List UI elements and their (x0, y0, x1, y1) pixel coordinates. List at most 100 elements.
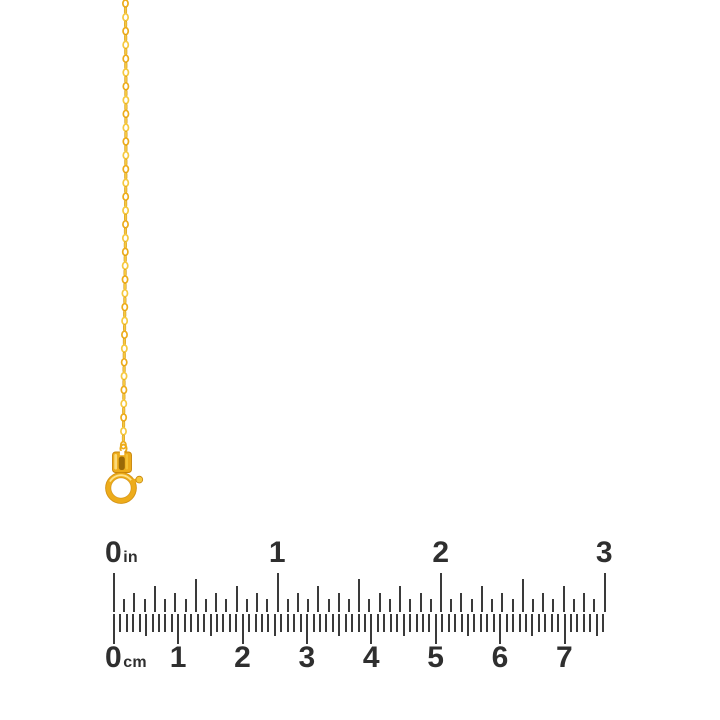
mm-tick (473, 614, 476, 632)
inch-minor-tick (317, 586, 320, 612)
mm-tick (428, 614, 431, 632)
cm-label-3: 3 (299, 643, 316, 673)
cm-label-5: 5 (427, 643, 444, 673)
clasp-trigger-knob (135, 475, 144, 484)
mm-tick (467, 614, 470, 636)
inch-minor-tick (491, 599, 494, 612)
mm-tick (570, 614, 573, 632)
cm-label-6: 6 (492, 643, 509, 673)
mm-tick (582, 614, 585, 632)
inch-minor-tick (348, 599, 351, 612)
inch-minor-tick (480, 586, 483, 612)
mm-tick (235, 614, 238, 632)
inch-number: 3 (595, 536, 614, 569)
inch-minor-tick (531, 599, 534, 612)
cm-major-tick (563, 614, 566, 644)
inch-major-tick (113, 573, 115, 612)
cm-number: 1 (169, 641, 187, 674)
mm-tick (376, 614, 379, 632)
inch-minor-tick (583, 593, 586, 612)
mm-tick (576, 614, 579, 632)
inch-minor-tick (133, 593, 136, 612)
mm-tick (261, 614, 264, 632)
inch-minor-tick (511, 599, 514, 612)
inch-major-tick (276, 573, 279, 612)
mm-tick (170, 614, 173, 632)
mm-tick (454, 614, 457, 632)
mm-tick (441, 614, 444, 632)
mm-tick (512, 614, 515, 632)
mm-tick (537, 614, 540, 632)
inch-minor-tick (184, 599, 187, 612)
mm-tick (228, 614, 231, 632)
mm-tick (215, 614, 218, 632)
inch-minor-tick (256, 593, 259, 612)
cm-number: 5 (427, 641, 445, 674)
cm-number: 2 (234, 641, 252, 674)
inch-minor-tick (501, 593, 504, 612)
mm-tick (273, 614, 276, 636)
inch-minor-tick (450, 599, 453, 612)
inch-minor-tick (327, 599, 330, 612)
mm-tick (595, 614, 598, 636)
inch-minor-tick (409, 599, 412, 612)
cm-label-7: 7 (556, 643, 573, 673)
mm-tick (550, 614, 553, 632)
inch-minor-tick (429, 599, 432, 612)
mm-tick (158, 614, 161, 632)
inch-label-2: 2 (432, 538, 449, 568)
inch-minor-tick (552, 599, 555, 612)
inch-minor-tick (378, 593, 381, 612)
inch-minor-tick (307, 599, 310, 612)
cm-number: 4 (362, 641, 381, 674)
inch-minor-tick (593, 599, 596, 612)
inch-minor-tick (542, 593, 545, 612)
mm-tick (364, 614, 367, 632)
mm-tick (479, 614, 482, 632)
mm-tick (415, 614, 418, 632)
connector-tag (112, 450, 132, 473)
inch-minor-tick (358, 579, 361, 612)
inch-minor-tick (164, 599, 167, 612)
inch-minor-tick (153, 586, 156, 612)
mm-tick (196, 614, 199, 632)
inch-label-1: 1 (269, 538, 286, 568)
mm-tick (164, 614, 167, 632)
cm-number: 6 (491, 641, 509, 674)
inch-minor-tick (143, 599, 146, 612)
mm-tick (486, 614, 489, 632)
cm-major-tick (434, 614, 437, 644)
cm-label-2: 2 (234, 643, 251, 673)
inch-minor-tick (368, 599, 371, 612)
cm-label-1: 1 (170, 643, 187, 673)
gold-chain-necklace (105, 0, 144, 504)
cm-unit-suffix: cm (123, 654, 147, 671)
inch-major-tick (603, 573, 606, 612)
mm-tick (267, 614, 270, 632)
inch-minor-tick (399, 586, 402, 612)
mm-tick (119, 614, 122, 632)
mm-tick (299, 614, 302, 632)
mm-tick (286, 614, 289, 632)
cm-major-tick (499, 614, 502, 644)
mm-tick (531, 614, 534, 636)
inch-minor-tick (572, 599, 575, 612)
mm-tick (203, 614, 206, 632)
mm-tick (318, 614, 321, 632)
cm-label-4: 4 (363, 643, 380, 673)
inch-minor-tick (470, 599, 473, 612)
inch-label-0: 0in (105, 538, 139, 571)
mm-tick (183, 614, 186, 632)
mm-tick (254, 614, 257, 632)
cm-number: 0 (105, 641, 123, 674)
mm-tick (190, 614, 193, 632)
mm-tick (544, 614, 547, 632)
mm-tick (132, 614, 135, 632)
inch-unit-suffix: in (123, 549, 139, 566)
inch-minor-tick (174, 593, 177, 612)
inch-minor-tick (296, 593, 299, 612)
mm-tick (312, 614, 315, 632)
inch-minor-tick (194, 579, 197, 612)
